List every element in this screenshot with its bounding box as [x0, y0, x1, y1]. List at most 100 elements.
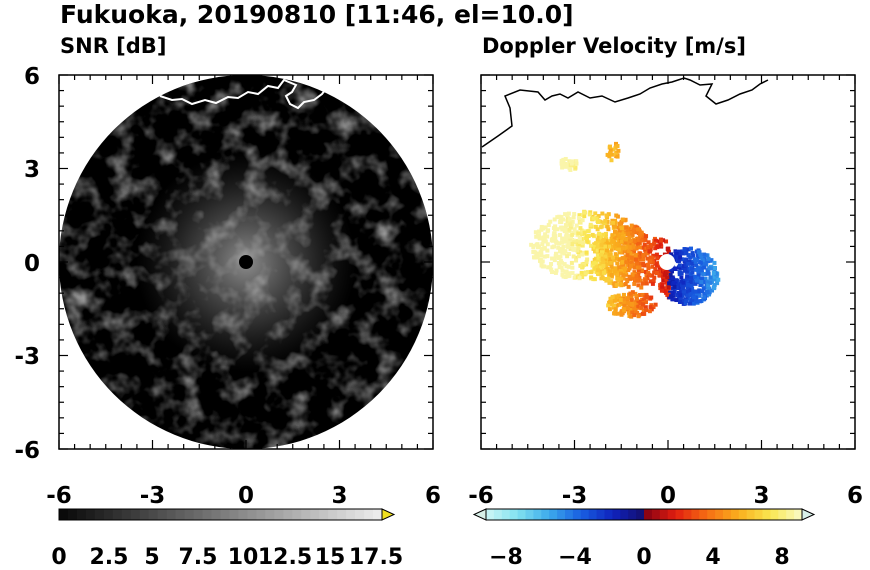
velocity-echo-cell — [585, 257, 590, 262]
velocity-echo-cell — [666, 249, 671, 254]
velocity-echo-cell — [599, 276, 604, 281]
velocity-echo-cell — [630, 310, 635, 315]
velocity-echo-cell — [696, 272, 701, 277]
velocity-echo-cell — [599, 252, 604, 257]
velocity-echo-cell — [666, 292, 671, 297]
velocity-echo-field — [529, 141, 721, 319]
velocity-echo-cell — [535, 255, 540, 260]
velocity-x-tick: -6 — [468, 483, 494, 509]
velocity-echo-cell — [638, 232, 643, 237]
velocity-echo-cell — [580, 243, 585, 248]
velocity-echo-cell — [682, 264, 687, 269]
colorbar-extend-max — [801, 508, 816, 521]
velocity-echo-cell — [593, 211, 598, 216]
velocity-echo-cell — [605, 224, 610, 229]
velocity-echo-cell — [674, 278, 679, 283]
velocity-echo-cell — [630, 248, 635, 253]
velocity-echo-cell — [664, 268, 669, 273]
velocity-echo-cell — [665, 275, 670, 280]
snr-radar-center-dot — [239, 255, 253, 269]
velocity-echo-cell — [531, 245, 536, 250]
colorbar-cell — [193, 509, 204, 520]
velocity-echo-cell — [613, 297, 618, 302]
velocity-echo-cell — [567, 238, 572, 243]
velocity-echo-cell — [659, 288, 664, 293]
velocity-echo-cell — [699, 255, 704, 260]
velocity-echo-cell — [601, 264, 606, 269]
colorbar-cell — [292, 509, 302, 520]
colorbar-cell — [283, 509, 293, 520]
velocity-echo-cell — [706, 259, 711, 264]
velocity-echo-cell — [661, 278, 666, 283]
velocity-echo-cell — [589, 243, 594, 248]
velocity-echo-cell — [693, 259, 698, 264]
velocity-echo-cell — [706, 285, 711, 290]
velocity-echo-cell — [650, 281, 655, 286]
velocity-echo-cell — [607, 300, 612, 305]
velocity-echo-cell — [675, 293, 680, 298]
velocity-echo-cell — [657, 265, 662, 270]
velocity-echo-cell — [690, 270, 695, 275]
snr-colorbar-tick: 5 — [144, 545, 159, 570]
velocity-echo-cell — [635, 227, 640, 232]
velocity-echo-cell — [653, 302, 658, 307]
velocity-echo-cell — [681, 280, 686, 285]
velocity-echo-cell — [613, 294, 618, 299]
colorbar-cell — [778, 509, 787, 520]
colorbar-cell — [346, 509, 356, 520]
velocity-echo-cell — [537, 229, 542, 234]
velocity-echo-cell — [549, 267, 554, 272]
velocity-echo-cell — [562, 262, 567, 267]
velocity-echo-cell — [584, 250, 589, 255]
velocity-echo-cell — [607, 154, 612, 159]
velocity-echo-cell — [664, 280, 669, 285]
velocity-echo-cell — [539, 224, 544, 229]
velocity-echo-cell — [605, 219, 610, 224]
velocity-echo-cell — [667, 276, 672, 281]
colorbar-cell — [667, 509, 677, 520]
velocity-echo-cell — [606, 227, 611, 232]
velocity-echo-cell — [652, 270, 657, 275]
velocity-echo-cell — [602, 249, 607, 254]
velocity-echo-cell — [569, 260, 574, 265]
velocity-echo-cell — [716, 277, 721, 282]
colorbar-cell — [644, 509, 653, 520]
velocity-echo-cell — [705, 289, 710, 294]
velocity-echo-cell — [626, 249, 631, 254]
velocity-echo-cell — [615, 154, 620, 159]
velocity-echo-cell — [675, 283, 680, 288]
velocity-echo-cell — [648, 249, 653, 254]
velocity-echo-cell — [541, 235, 546, 240]
velocity-echo-cell — [563, 164, 568, 169]
velocity-echo-cell — [609, 302, 614, 307]
velocity-echo-cell — [553, 234, 558, 239]
snr-tick-marks — [58, 74, 434, 450]
velocity-echo-cell — [688, 292, 693, 297]
velocity-echo-cell — [660, 282, 665, 287]
velocity-echo-cell — [595, 227, 600, 232]
velocity-echo-cell — [558, 219, 563, 224]
velocity-echo-cell — [690, 286, 695, 291]
velocity-echo-cell — [572, 247, 577, 252]
velocity-echo-cell — [641, 309, 646, 314]
velocity-echo-cell — [711, 274, 716, 279]
velocity-echo-cell — [688, 246, 693, 251]
velocity-echo-cell — [703, 276, 708, 281]
velocity-echo-cell — [540, 242, 545, 247]
velocity-echo-cell — [588, 210, 593, 215]
velocity-echo-cell — [645, 256, 650, 261]
velocity-echo-cell — [574, 223, 579, 228]
snr-colorbar-labels: 0 2.5 5 7.5 10 12.5 15 17.5 — [51, 545, 403, 570]
velocity-echo-cell — [570, 232, 575, 237]
velocity-echo-cell — [560, 268, 565, 273]
colorbar-cell — [723, 509, 732, 520]
velocity-echo-cell — [568, 167, 573, 172]
velocity-echo-cell — [577, 242, 582, 247]
colorbar-cell — [247, 509, 257, 520]
velocity-echo-cell — [634, 296, 639, 301]
velocity-plot-area — [480, 74, 856, 450]
velocity-echo-cell — [640, 292, 645, 297]
velocity-echo-cell — [578, 220, 583, 225]
velocity-echo-cell — [625, 232, 630, 237]
velocity-echo-cell — [545, 248, 550, 253]
